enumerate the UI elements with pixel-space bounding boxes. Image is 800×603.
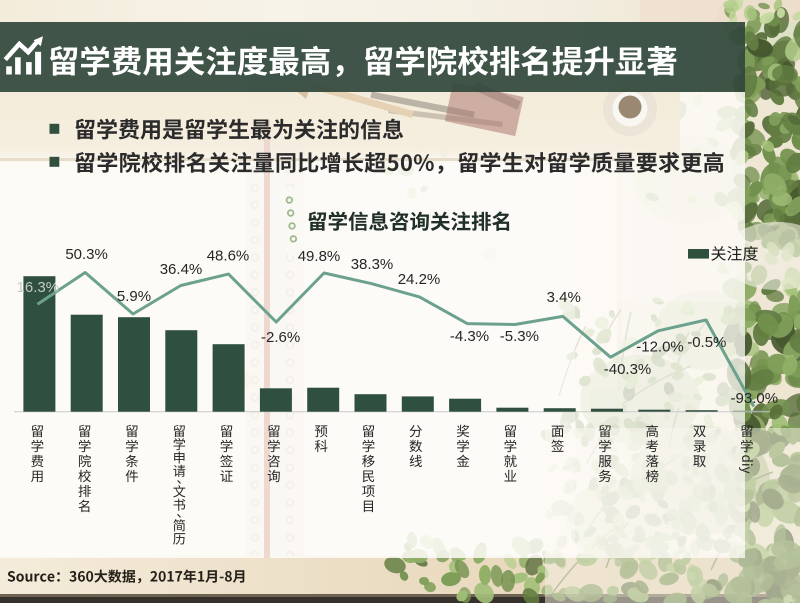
svg-text:36.4%: 36.4% [160,261,203,278]
svg-text:49.8%: 49.8% [298,248,341,265]
svg-text:-2.6%: -2.6% [261,329,300,346]
svg-text:16.3%: 16.3% [17,279,60,296]
svg-text:5.9%: 5.9% [117,288,151,305]
svg-text:-4.3%: -4.3% [450,328,489,345]
svg-text:-40.3%: -40.3% [604,361,652,378]
svg-text:-93.0%: -93.0% [731,390,779,407]
svg-text:-0.5%: -0.5% [687,334,726,351]
svg-text:3.4%: 3.4% [547,289,581,306]
svg-text:50.3%: 50.3% [65,246,108,263]
svg-text:-12.0%: -12.0% [636,339,684,356]
svg-text:48.6%: 48.6% [207,248,250,265]
svg-text:-5.3%: -5.3% [500,328,539,345]
svg-text:24.2%: 24.2% [398,271,441,288]
svg-text:38.3%: 38.3% [351,256,394,273]
